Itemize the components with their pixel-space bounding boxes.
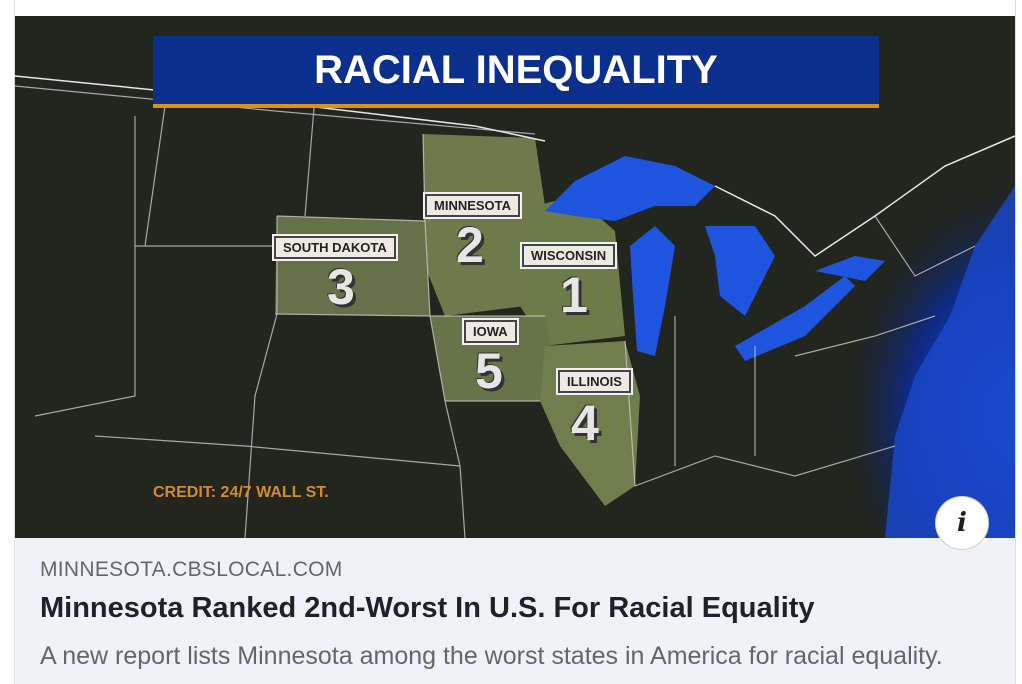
state-label-minnesota: MINNESOTA (422, 192, 523, 219)
iowa-shape (430, 316, 555, 401)
rank-south-dakota: 3 (327, 259, 355, 315)
minnesota-shape (423, 134, 545, 316)
atlantic-ocean (885, 186, 1015, 538)
state-borders (15, 85, 976, 538)
rank-illinois: 4 (571, 395, 599, 451)
lake-huron (705, 226, 775, 316)
canada-border-east (714, 135, 1015, 257)
rank-wisconsin: 1 (560, 267, 588, 323)
link-preview-card[interactable]: RACIAL INEQUALITY MINNESOTA 2 SOUTH DAKO… (14, 0, 1016, 684)
rank-iowa: 5 (475, 343, 503, 399)
state-label-wisconsin: WISCONSIN (519, 242, 618, 269)
lake-superior (545, 156, 715, 221)
wisconsin-shape (515, 196, 625, 346)
image-credit: CREDIT: 24/7 WALL ST. (153, 484, 329, 501)
banner-title: RACIAL INEQUALITY (153, 36, 879, 108)
lake-ontario (815, 256, 885, 281)
info-icon[interactable]: i (935, 496, 989, 550)
hero-image[interactable]: RACIAL INEQUALITY MINNESOTA 2 SOUTH DAKO… (15, 16, 1015, 538)
link-headline[interactable]: Minnesota Ranked 2nd-Worst In U.S. For R… (40, 592, 815, 624)
canada-border (15, 75, 546, 142)
lake-erie (735, 276, 855, 361)
state-label-south-dakota: SOUTH DAKOTA (272, 234, 398, 261)
link-domain[interactable]: MINNESOTA.CBSLOCAL.COM (40, 558, 343, 581)
card-top-edge (15, 0, 1015, 16)
lake-michigan (630, 226, 675, 356)
state-label-illinois: ILLINOIS (556, 368, 633, 395)
link-description[interactable]: A new report lists Minnesota among the w… (40, 642, 943, 670)
state-label-iowa: IOWA (462, 318, 519, 345)
rank-minnesota: 2 (456, 217, 484, 273)
